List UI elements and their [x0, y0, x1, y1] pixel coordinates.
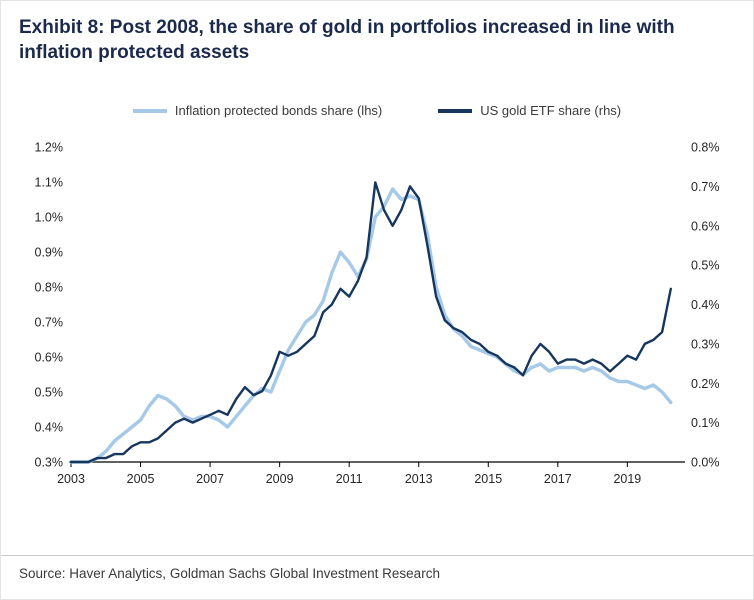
y-axis-right-tick-label: 0.8% [691, 141, 720, 155]
chart-legend: Inflation protected bonds share (lhs) US… [1, 103, 753, 118]
y-axis-left-tick-label: 0.8% [35, 281, 64, 295]
x-axis-tick-label: 2015 [474, 472, 502, 486]
y-axis-left-tick-label: 0.6% [35, 351, 64, 365]
legend-swatch-lhs-icon [132, 108, 167, 113]
y-axis-left-tick-label: 0.5% [35, 386, 64, 400]
y-axis-left-tick-label: 0.3% [35, 456, 64, 470]
exhibit-title: Exhibit 8: Post 2008, the share of gold … [19, 17, 675, 64]
exhibit-footer: Source: Haver Analytics, Goldman Sachs G… [1, 555, 753, 599]
y-axis-left-tick-label: 1.0% [35, 211, 64, 225]
y-axis-left-tick-label: 0.9% [35, 246, 64, 260]
legend-swatch-rhs-icon [438, 108, 473, 113]
y-axis-left-tick-label: 1.2% [35, 141, 64, 155]
x-axis-tick-label: 2013 [405, 472, 433, 486]
legend-item-inflation-protected-bonds: Inflation protected bonds share (lhs) [132, 103, 383, 119]
x-axis-tick-label: 2017 [544, 472, 572, 486]
y-axis-right-tick-label: 0.4% [691, 298, 720, 312]
y-axis-left-tick-label: 0.4% [35, 421, 64, 435]
y-axis-right-tick-label: 0.2% [691, 377, 720, 391]
y-axis-right-tick-label: 0.3% [691, 338, 720, 352]
x-axis-tick-label: 2011 [336, 472, 363, 486]
y-axis-right-tick-label: 0.0% [691, 456, 720, 470]
legend-item-us-gold-etf: US gold ETF share (rhs) [438, 103, 621, 118]
legend-label-rhs: US gold ETF share (rhs) [480, 103, 622, 119]
y-axis-right-tick-label: 0.7% [691, 180, 720, 194]
x-axis-tick-label: 2019 [613, 472, 641, 486]
y-axis-right-tick-label: 0.1% [691, 416, 720, 430]
legend-label-lhs: Inflation protected bonds share (lhs) [174, 103, 383, 119]
source-text: Source: Haver Analytics, Goldman Sachs G… [19, 566, 440, 581]
series-line-us-gold-etf [69, 181, 672, 464]
line-chart-svg: 0.3% 0.4% 0.5% 0.6% 0.7% 0.8% 0.9% 1.0% 1.1% 1.2%… [35, 141, 720, 487]
y-axis-right-tick-label: 0.5% [691, 259, 720, 273]
chart-area: 0.3% 0.4% 0.5% 0.6% 0.7% 0.8% 0.9% 1.0% 1.1% 1.2%… [1, 122, 753, 494]
y-axis-left-tick-label: 0.7% [35, 316, 64, 330]
x-axis-tick-label: 2009 [266, 472, 294, 486]
x-axis-tick-label: 2005 [127, 472, 155, 486]
y-axis-left-tick-label: 1.1% [35, 176, 64, 190]
y-axis-right-tick-label: 0.6% [691, 219, 720, 233]
x-axis-tick-label: 2003 [57, 472, 85, 486]
x-axis-tick-label: 2007 [196, 472, 224, 486]
footer-divider [1, 555, 753, 556]
series-line-inflation-protected-bonds [69, 187, 673, 464]
